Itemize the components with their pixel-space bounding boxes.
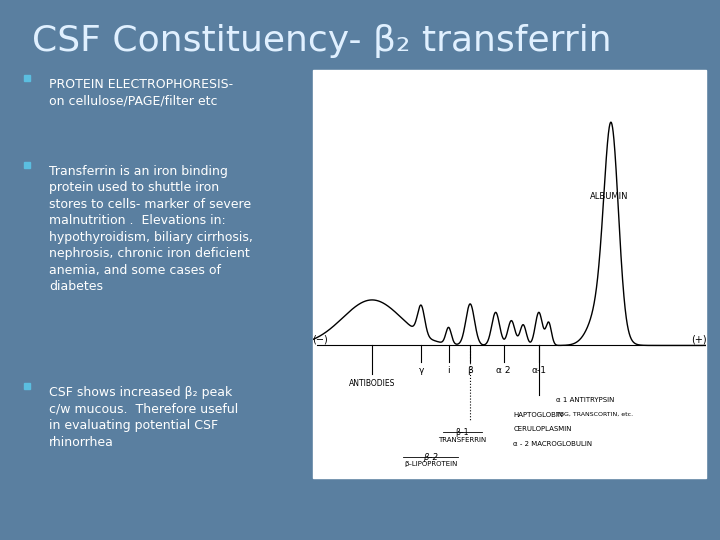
Text: ALBUMIN: ALBUMIN xyxy=(590,192,629,200)
Text: β–2: β–2 xyxy=(423,453,438,462)
Text: (+): (+) xyxy=(690,334,706,345)
FancyBboxPatch shape xyxy=(313,70,706,478)
Text: HAPTOGLOBIN: HAPTOGLOBIN xyxy=(513,411,564,417)
Text: β–1: β–1 xyxy=(456,428,469,437)
Text: PROTEIN ELECTROPHORESIS-
on cellulose/PAGE/filter etc: PROTEIN ELECTROPHORESIS- on cellulose/PA… xyxy=(49,78,233,108)
Text: ANTIBODIES: ANTIBODIES xyxy=(349,379,395,388)
Text: Transferrin is an iron binding
protein used to shuttle iron
stores to cells- mar: Transferrin is an iron binding protein u… xyxy=(49,165,253,293)
Text: (−): (−) xyxy=(312,334,328,345)
Text: γ: γ xyxy=(418,366,424,375)
Text: α 1 ANTITRYPSIN: α 1 ANTITRYPSIN xyxy=(557,397,615,403)
Text: β: β xyxy=(467,366,473,375)
Text: TBG, TRANSCORTIN, etc.: TBG, TRANSCORTIN, etc. xyxy=(557,411,634,417)
Text: α-1: α-1 xyxy=(531,366,546,375)
Text: CERULOPLASMIN: CERULOPLASMIN xyxy=(513,426,572,432)
Text: CSF shows increased β₂ peak
c/w mucous.  Therefore useful
in evaluating potentia: CSF shows increased β₂ peak c/w mucous. … xyxy=(49,386,238,449)
Text: TRANSFERRIN: TRANSFERRIN xyxy=(438,436,487,442)
Text: α - 2 MACROGLOBULIN: α - 2 MACROGLOBULIN xyxy=(513,441,593,447)
Text: CSF Constituency- β₂ transferrin: CSF Constituency- β₂ transferrin xyxy=(32,24,612,58)
Text: α 2: α 2 xyxy=(496,366,510,375)
Text: i: i xyxy=(447,366,450,375)
Text: β–LIPOPROTEIN: β–LIPOPROTEIN xyxy=(404,461,458,467)
